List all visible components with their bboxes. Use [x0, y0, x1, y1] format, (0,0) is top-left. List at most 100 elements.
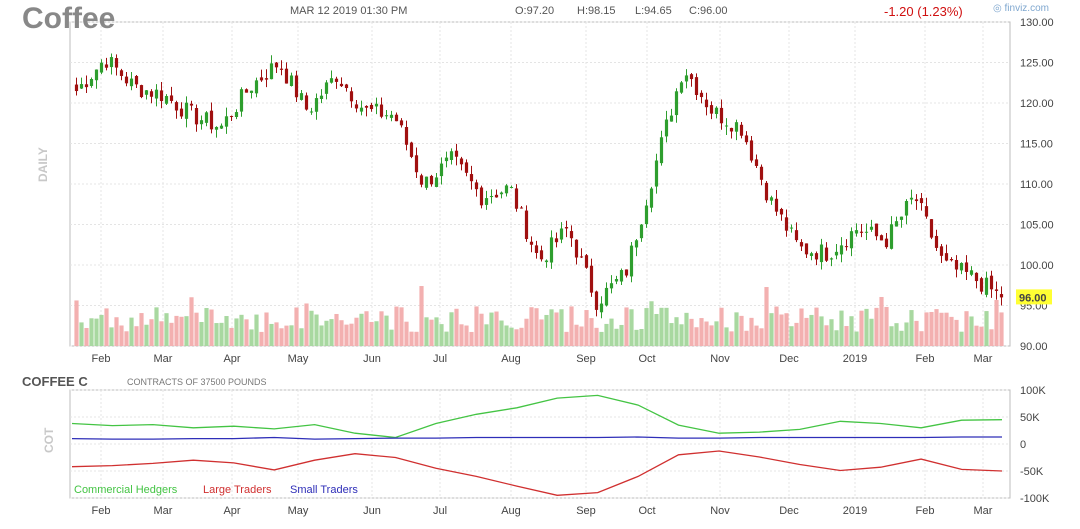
volume-bar [554, 312, 559, 346]
volume-bar [849, 316, 854, 346]
price-ytick-label: 115.00 [1020, 139, 1053, 151]
candle-body [879, 235, 884, 241]
volume-bar [209, 309, 214, 346]
candle-body [219, 125, 224, 129]
volume-bar [589, 318, 594, 346]
volume-bar [369, 321, 374, 346]
volume-bar [264, 312, 269, 346]
finviz-link[interactable]: ◎ finviz.com [993, 3, 1049, 14]
volume-bar [899, 330, 904, 346]
candle-body [389, 114, 394, 118]
volume-bar [579, 326, 584, 346]
price-xtick-label: Dec [779, 353, 799, 365]
price-ytick-label: 105.00 [1020, 220, 1054, 232]
candle-body [264, 78, 269, 80]
open-value: O:97.20 [515, 5, 555, 17]
candle-body [644, 205, 649, 225]
candle-body [744, 135, 749, 143]
candle-body [819, 244, 824, 263]
candle-body [789, 227, 794, 229]
volume-bar [949, 316, 954, 346]
volume-bar [984, 311, 989, 346]
candle-body [909, 197, 914, 200]
volume-bar [654, 313, 659, 346]
cot-xtick-label: Apr [223, 505, 240, 517]
volume-bar [299, 328, 304, 346]
cot-xtick-label: Dec [779, 505, 799, 517]
volume-bar [994, 299, 999, 346]
candle-body [394, 114, 399, 122]
candle-body [249, 90, 254, 93]
candle-body [304, 95, 309, 110]
candle-body [469, 174, 474, 182]
candle-body [199, 120, 204, 125]
candle-body [824, 247, 829, 261]
volume-bar [274, 322, 279, 346]
candle-body [449, 151, 454, 160]
volume-bar [854, 331, 859, 346]
cot-title: COFFEE C [22, 374, 88, 389]
volume-bar [964, 311, 969, 346]
candle-body [829, 258, 834, 260]
candle-body [334, 78, 339, 82]
price-xtick-label: Mar [974, 353, 993, 365]
candle-body [434, 177, 439, 187]
candle-body [124, 76, 129, 84]
candle-body [239, 89, 244, 112]
cot-xtick-label: Mar [974, 505, 993, 517]
candle-body [554, 238, 559, 243]
cot-xtick-label: Jul [433, 505, 447, 517]
candle-body [939, 246, 944, 256]
volume-bar [439, 324, 444, 346]
candle-body [754, 159, 759, 166]
volume-bar [499, 320, 504, 346]
volume-bar [214, 323, 219, 346]
volume-bar [814, 307, 819, 346]
candle-body [724, 125, 729, 127]
large-traders-line [71, 450, 1003, 496]
high-value: H:98.15 [577, 5, 616, 17]
volume-bar [184, 316, 189, 346]
candle-body [289, 75, 294, 86]
candle-body [794, 230, 799, 241]
candle-body [694, 77, 699, 96]
candle-body [244, 89, 249, 93]
candle-body [514, 188, 519, 209]
last-price-highlight [1016, 289, 1052, 305]
volume-bar [524, 318, 529, 346]
volume-bar [929, 311, 934, 346]
price-xtick-label: Mar [154, 353, 173, 365]
candle-body [769, 197, 774, 201]
candle-body [404, 127, 409, 145]
candle-body [619, 270, 624, 282]
candle-body [839, 245, 844, 255]
volume-bar [404, 321, 409, 346]
candle-body [529, 241, 534, 245]
volume-bar [89, 318, 94, 346]
candle-body [704, 99, 709, 108]
volume-bar [194, 312, 199, 346]
candle-body [689, 74, 694, 80]
volume-bar [604, 323, 609, 346]
volume-bar [809, 314, 814, 346]
candle-body [99, 62, 104, 73]
volume-bar [364, 311, 369, 346]
cot-xtick-label: Feb [92, 505, 111, 517]
volume-bar [204, 308, 209, 346]
volume-bar [739, 315, 744, 346]
quote-datetime: MAR 12 2019 01:30 PM [290, 5, 408, 17]
candle-body [849, 231, 854, 249]
candle-body [994, 289, 999, 291]
price-xtick-label: Aug [501, 353, 521, 365]
volume-bar [844, 326, 849, 346]
volume-bar [159, 321, 164, 346]
candle-body [809, 253, 814, 256]
candle-body [759, 166, 764, 180]
legend-small-traders: Small Traders [290, 484, 358, 496]
candle-body [509, 186, 514, 188]
volume-bar [94, 318, 99, 346]
volume-bar [334, 313, 339, 346]
price-xtick-label: Feb [916, 353, 935, 365]
candle-body [294, 75, 299, 98]
candle-body [779, 208, 784, 215]
